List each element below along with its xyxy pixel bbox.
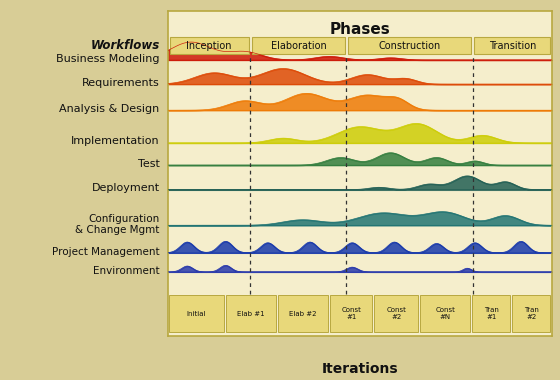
Text: Analysis & Design: Analysis & Design (59, 104, 160, 114)
Text: Inception: Inception (186, 41, 232, 51)
Bar (472, 295, 510, 332)
Text: Iterations: Iterations (321, 362, 398, 376)
Text: Test: Test (138, 159, 160, 169)
Bar (474, 37, 550, 54)
Text: Const
#N: Const #N (435, 307, 455, 320)
Text: Elaboration: Elaboration (270, 41, 326, 51)
Text: Requirements: Requirements (82, 78, 160, 88)
Text: Elab #1: Elab #1 (237, 310, 265, 317)
Text: Transition: Transition (488, 41, 536, 51)
Text: Environment: Environment (93, 266, 160, 276)
Bar (375, 295, 418, 332)
Bar (512, 295, 550, 332)
Text: Const
#1: Const #1 (341, 307, 361, 320)
Bar (330, 295, 372, 332)
Bar (226, 295, 276, 332)
Text: Elab #2: Elab #2 (290, 310, 317, 317)
Text: Configuration
& Change Mgmt: Configuration & Change Mgmt (75, 214, 160, 234)
Text: Project Management: Project Management (52, 247, 160, 257)
Bar (421, 295, 470, 332)
Text: Workflows: Workflows (90, 39, 160, 52)
Text: Tran
#1: Tran #1 (484, 307, 498, 320)
Text: Business Modeling: Business Modeling (56, 54, 160, 63)
Text: Tran
#2: Tran #2 (524, 307, 539, 320)
Bar (169, 295, 223, 332)
Bar (170, 37, 249, 54)
Text: Deployment: Deployment (91, 184, 160, 193)
Text: Implementation: Implementation (71, 136, 160, 146)
Text: Const
#2: Const #2 (386, 307, 406, 320)
Text: Initial: Initial (186, 310, 206, 317)
Bar (252, 37, 345, 54)
Bar (348, 37, 472, 54)
Text: Phases: Phases (329, 22, 390, 37)
Text: Construction: Construction (379, 41, 441, 51)
Bar (278, 295, 328, 332)
